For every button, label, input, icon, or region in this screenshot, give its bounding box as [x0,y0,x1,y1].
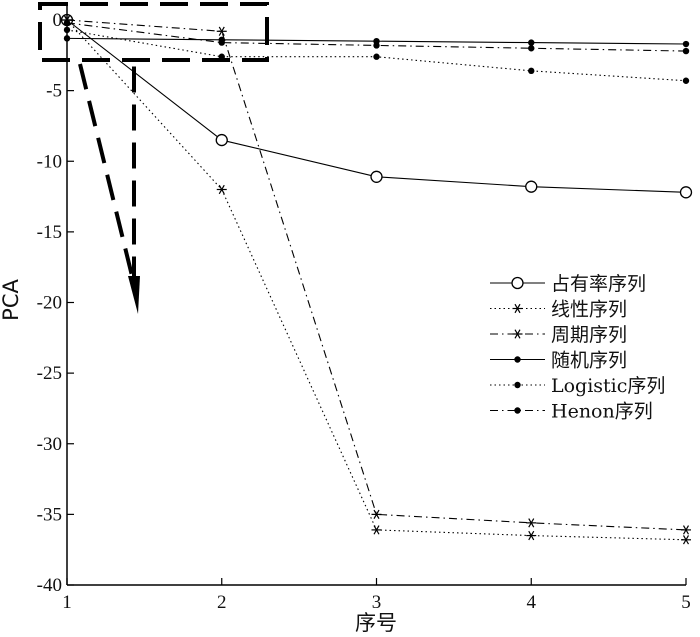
y-tick-label: -20 [37,293,62,314]
legend-marker [511,276,524,290]
y-tick-label: -10 [37,151,62,172]
data-point-stroke [218,26,225,36]
data-point [681,525,691,535]
y-tick-label: -30 [37,434,62,455]
legend-item: 占有率序列 [490,273,646,295]
y-tick-label: -40 [37,575,62,596]
x-tick-label: 4 [527,592,537,613]
zoom-arrow-head [128,276,140,314]
data-point [371,525,382,535]
legend-label: 周期序列 [551,324,627,346]
zoom-annotations [38,2,269,314]
legend-marker-stroke [514,303,521,314]
data-point-stroke [373,525,380,535]
data-point-stroke [373,509,380,520]
data-point [215,133,228,147]
ticks: 0 -5 -10 -15 -20 -25 -30 -35 -401 2 3 4 5 [37,10,691,613]
x-axis-label: 序号 [355,611,397,635]
zoom-box [38,2,269,62]
data-point-stroke [682,525,690,535]
legend-item: 线性序列 [490,299,627,321]
data-point [682,77,690,84]
data-point-stroke [528,530,535,541]
data-point [526,518,537,528]
data-point [528,45,535,52]
data-point [371,509,382,520]
data-point [216,26,227,36]
data-point [373,53,380,60]
x-tick-label: 3 [372,592,382,613]
data-point [682,40,690,48]
legend-label: 随机序列 [551,350,627,372]
data-point [528,67,535,75]
legend-marker-stroke [514,329,521,339]
y-tick-label: -15 [37,222,62,243]
legend-item: Henon序列 [490,401,653,423]
data-point [370,170,383,183]
data-point [681,535,691,545]
legend-marker [514,407,521,414]
data-point [216,184,227,195]
legend-marker [512,329,523,339]
data-point-stroke [528,518,535,528]
series-5 [63,26,690,84]
data-point [526,530,537,541]
data-point-stroke [218,184,225,195]
data-point [525,180,538,193]
data-point [218,53,225,60]
legend-item: 周期序列 [490,324,627,346]
data-point [679,186,693,199]
legend-marker [514,356,521,363]
y-axis-label: PCA [0,279,23,321]
series-6 [63,19,690,55]
data-point [373,42,380,49]
data-point [682,47,690,55]
y-tick-label: 0 [53,10,63,31]
legend-marker [514,381,521,389]
legend-label: 占有率序列 [551,273,646,295]
y-tick-label: -5 [46,81,62,102]
data-point [528,39,535,46]
legend-label: 线性序列 [551,299,627,321]
x-tick-label: 2 [217,592,227,613]
legend-item: Logistic序列 [490,375,665,397]
legend-marker [512,303,523,314]
series-1 [60,13,693,199]
x-tick-label: 5 [681,592,691,613]
series-layer [60,13,693,545]
data-point-stroke [682,535,690,545]
legend-label: Henon序列 [551,401,653,423]
legend-label: Logistic序列 [551,375,665,397]
axes [66,6,686,586]
x-tick-label: 1 [62,592,72,613]
legend-item: 随机序列 [490,350,627,372]
y-tick-label: -25 [37,363,62,384]
y-tick-label: -35 [37,504,62,525]
data-point [218,39,225,46]
zoom-arrow [78,63,136,285]
